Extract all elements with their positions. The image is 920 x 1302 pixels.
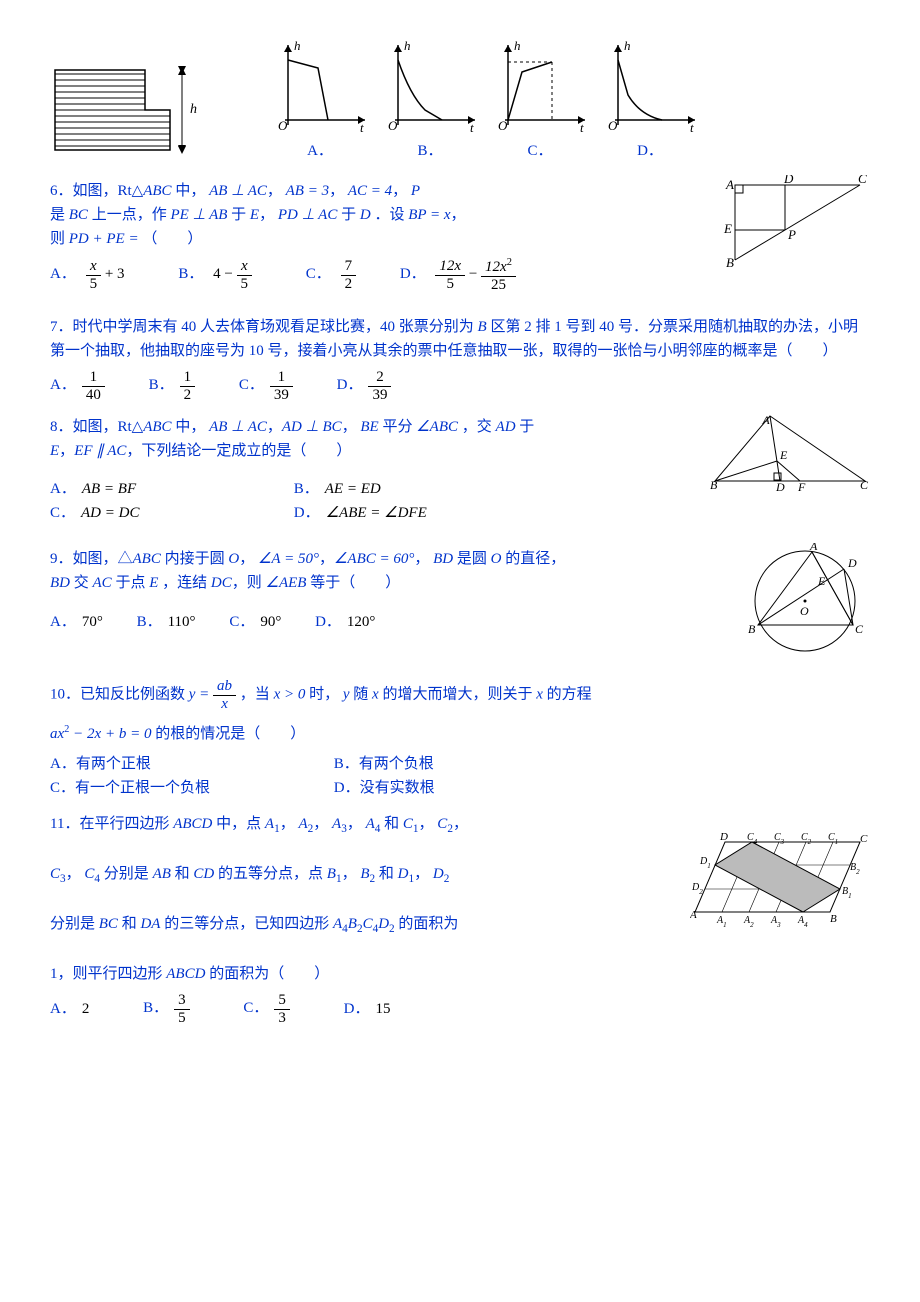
q7-opt-b: B． (149, 373, 174, 397)
graph-option-c: O h t C． (490, 40, 590, 163)
q6-opt-a: A． (50, 262, 76, 286)
svg-text:B: B (726, 255, 734, 270)
q6-opt-c: C． (306, 262, 331, 286)
q6-stem: 6．如图，Rt△ABC 中， AB ⊥ AC， AB = 3， AC = 4， … (50, 183, 466, 247)
svg-text:B2: B2 (850, 862, 860, 876)
svg-text:E: E (723, 221, 732, 236)
svg-text:h: h (404, 40, 411, 53)
svg-text:B1: B1 (842, 886, 852, 900)
svg-text:O: O (388, 118, 398, 133)
question-10: 10．已知反比例函数 y = abx ，当 x > 0 时， y 随 x 的增大… (50, 678, 870, 746)
svg-text:A: A (690, 909, 697, 921)
svg-text:A3: A3 (770, 915, 781, 927)
q9-opt-d: D． (315, 610, 341, 634)
question-11: D C A B C4 C3 C2 C1 A1 A2 A3 A4 D1 D2 B2… (50, 812, 870, 986)
q10-opt-b: B．有两个负根 (334, 752, 574, 776)
graph-label-a: A． (270, 139, 370, 163)
svg-text:t: t (470, 120, 474, 135)
svg-text:F: F (797, 480, 806, 491)
svg-text:D: D (783, 175, 794, 186)
svg-text:D2: D2 (691, 882, 703, 896)
q6-opt-b: B． (178, 262, 203, 286)
q11-stem: 11．在平行四边形 ABCD 中，点 A1， A2， A3， A4 和 C1， … (50, 816, 468, 982)
svg-text:A2: A2 (743, 915, 754, 927)
svg-text:C2: C2 (801, 832, 812, 846)
q7-opt-d: D． (337, 373, 363, 397)
q8-opt-a: A． (50, 477, 76, 501)
q8-opt-d: D． (294, 501, 320, 525)
q6-opt-d: D． (400, 262, 426, 286)
q10-opt-d: D．没有实数根 (334, 776, 574, 800)
svg-text:D: D (847, 556, 857, 570)
svg-text:A: A (761, 413, 770, 427)
svg-text:h: h (514, 40, 521, 53)
q8-diagram: A B C E D F (710, 411, 870, 499)
svg-text:C: C (858, 175, 867, 186)
q8-opt-c: C． (50, 501, 75, 525)
svg-text:t: t (690, 120, 694, 135)
graph-option-b: O h t B． (380, 40, 480, 163)
q9-opt-b: B． (137, 610, 162, 634)
q11-diagram: D C A B C4 C3 C2 C1 A1 A2 A3 A4 D1 D2 B2… (690, 832, 870, 935)
svg-text:t: t (580, 120, 584, 135)
svg-text:B: B (710, 478, 718, 491)
question-7: 7．时代中学周末有 40 人去体育场观看足球比赛，40 张票分别为 B 区第 2… (50, 315, 870, 363)
graph-option-a: O h t A． (270, 40, 370, 163)
graph-label-d: D． (600, 139, 700, 163)
q9-opt-a: A． (50, 610, 76, 634)
svg-text:E: E (779, 448, 788, 462)
q9-diagram: A D B C E O (740, 543, 870, 666)
svg-text:O: O (608, 118, 618, 133)
svg-text:A4: A4 (797, 915, 808, 927)
svg-text:D1: D1 (699, 856, 711, 870)
graph-label-c: C． (490, 139, 590, 163)
question-6: A D C E P B 6．如图，Rt△ABC 中， AB ⊥ AC， AB =… (50, 179, 870, 251)
svg-text:C1: C1 (828, 832, 838, 846)
svg-text:A1: A1 (716, 915, 727, 927)
q9-opt-c: C． (229, 610, 254, 634)
q6-diagram: A D C E P B (720, 175, 870, 278)
svg-text:O: O (498, 118, 508, 133)
svg-text:B: B (830, 913, 837, 925)
svg-text:O: O (278, 118, 288, 133)
q10-opt-a: A．有两个正根 (50, 752, 330, 776)
q8-opt-b: B． (294, 477, 319, 501)
graph-label-b: B． (380, 139, 480, 163)
svg-text:t: t (360, 120, 364, 135)
q7-opt-c: C． (239, 373, 264, 397)
svg-text:h: h (190, 102, 197, 117)
question-8: A B C E D F 8．如图，Rt△ABC 中， AB ⊥ AC，AD ⊥ … (50, 415, 870, 463)
svg-text:h: h (294, 40, 301, 53)
q10-options: A．有两个正根 B．有两个负根 C．有一个正根一个负根 D．没有实数根 (50, 752, 870, 800)
q7-opt-a: A． (50, 373, 76, 397)
svg-text:P: P (787, 227, 796, 242)
q11-options: A．2 B．35 C．53 D．15 (50, 992, 870, 1026)
option-graphs-row: h O h t A． O h t B． O (50, 40, 870, 163)
q11-opt-a: A． (50, 997, 76, 1021)
q9-stem: 9．如图，△ABC 内接于圆 O， ∠A = 50°，∠ABC = 60°， B… (50, 551, 565, 591)
svg-text:h: h (624, 40, 631, 53)
svg-text:C: C (860, 478, 869, 491)
svg-text:O: O (800, 604, 809, 618)
q8-stem: 8．如图，Rt△ABC 中， AB ⊥ AC，AD ⊥ BC， BE 平分 ∠A… (50, 419, 534, 459)
svg-text:D: D (719, 832, 728, 843)
svg-text:A: A (809, 543, 818, 553)
svg-text:C: C (855, 622, 864, 636)
svg-text:D: D (775, 480, 785, 491)
q11-opt-d: D． (344, 997, 370, 1021)
stepped-container-diagram: h (50, 65, 200, 163)
q7-options: A．140 B．12 C．139 D．239 (50, 369, 870, 403)
q10-opt-c: C．有一个正根一个负根 (50, 776, 330, 800)
svg-text:B: B (748, 622, 756, 636)
svg-text:E: E (817, 574, 826, 588)
q11-opt-b: B． (143, 996, 168, 1020)
svg-text:C3: C3 (774, 832, 785, 846)
q11-opt-c: C． (243, 996, 268, 1020)
svg-text:C: C (860, 833, 868, 845)
svg-text:A: A (725, 177, 734, 192)
question-9: A D B C E O 9．如图，△ABC 内接于圆 O， ∠A = 50°，∠… (50, 547, 870, 595)
graph-option-d: O h t D． (600, 40, 700, 163)
